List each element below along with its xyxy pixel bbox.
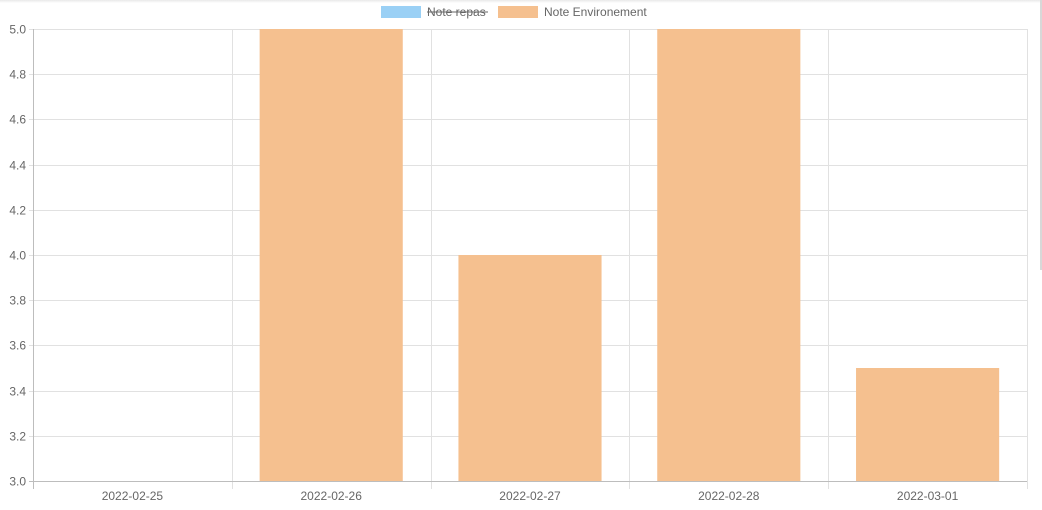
- y-tick-label: 3.4: [9, 385, 26, 399]
- y-tick-label: 3.8: [9, 294, 26, 308]
- y-tick-label: 4.4: [9, 159, 26, 173]
- legend-swatch-note-repas[interactable]: [381, 6, 421, 18]
- bars: [259, 29, 1000, 481]
- x-tick-label: 2022-03-01: [897, 489, 959, 503]
- y-tick-label: 3.0: [9, 475, 26, 489]
- legend-label-note-environement[interactable]: Note Environement: [544, 5, 647, 19]
- x-tick-label: 2022-02-27: [499, 489, 561, 503]
- y-tick-label: 4.0: [9, 249, 26, 263]
- bar-2022-03-01[interactable]: [856, 368, 1000, 481]
- legend: Note repas Note Environement: [381, 5, 647, 19]
- bar-2022-02-28[interactable]: [657, 29, 801, 481]
- y-tick-label: 4.8: [9, 68, 26, 82]
- bar-2022-02-26[interactable]: [259, 29, 403, 481]
- y-axis-tick-labels: 5.0 4.8 4.6 4.4 4.2 4.0 3.8 3.6 3.4 3.2 3.0: [9, 23, 26, 489]
- bar-2022-02-27[interactable]: [458, 255, 602, 481]
- x-tick-label: 2022-02-26: [301, 489, 363, 503]
- top-shadow-line: [0, 0, 1042, 3]
- y-tick-label: 3.2: [9, 430, 26, 444]
- y-tick-label: 4.2: [9, 204, 26, 218]
- x-tick-label: 2022-02-28: [698, 489, 760, 503]
- y-tick-label: 3.6: [9, 339, 26, 353]
- y-tick-label: 4.6: [9, 113, 26, 127]
- x-axis-tick-labels: 2022-02-25 2022-02-26 2022-02-27 2022-02-28…: [102, 489, 959, 503]
- axes: [29, 29, 1027, 489]
- legend-swatch-note-environement[interactable]: [498, 6, 538, 18]
- x-tick-label: 2022-02-25: [102, 489, 164, 503]
- y-tick-label: 5.0: [9, 23, 26, 37]
- right-scrollbar-edge: [1040, 0, 1042, 270]
